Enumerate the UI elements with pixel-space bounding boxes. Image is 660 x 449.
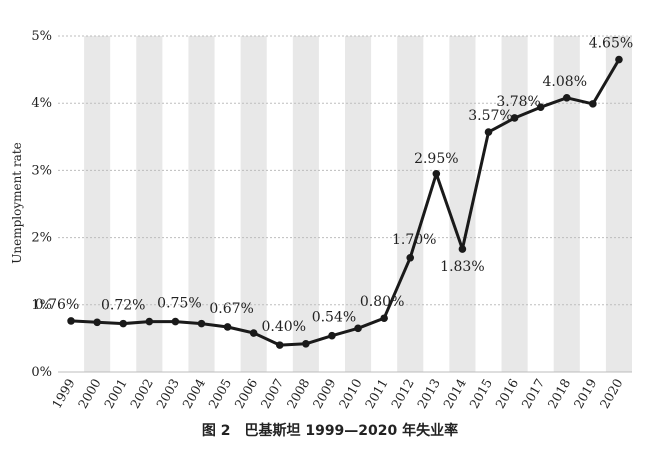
column-stripe bbox=[292, 36, 319, 372]
data-label: 1.70% bbox=[392, 232, 436, 248]
column-stripe bbox=[240, 36, 267, 372]
data-label: 3.57% bbox=[468, 108, 512, 124]
y-tick-label: 5% bbox=[31, 29, 52, 44]
column-stripe bbox=[501, 36, 528, 372]
data-label: 4.65% bbox=[589, 36, 633, 52]
data-label: 0.75% bbox=[157, 296, 201, 312]
column-stripes bbox=[84, 36, 632, 372]
data-label: 0.76% bbox=[35, 297, 79, 313]
column-stripe bbox=[397, 36, 424, 372]
y-axis-label: Unemployment rate bbox=[10, 142, 24, 264]
x-tick-label: 2001 bbox=[101, 376, 130, 411]
data-point bbox=[484, 128, 493, 136]
data-point bbox=[145, 317, 154, 326]
series-line bbox=[69, 58, 621, 347]
data-point bbox=[536, 103, 545, 112]
data-point bbox=[380, 314, 388, 323]
data-label: 4.08% bbox=[543, 74, 587, 90]
data-label: 3.78% bbox=[496, 94, 540, 110]
figure-caption: 图 2 巴基斯坦 1999—2020 年失业率 bbox=[201, 423, 459, 439]
data-label: 2.95% bbox=[414, 151, 458, 167]
x-tick-label: 2007 bbox=[257, 376, 286, 411]
x-tick-label: 2010 bbox=[336, 376, 365, 411]
x-tick-label: 2005 bbox=[205, 376, 234, 411]
data-point bbox=[354, 324, 362, 333]
x-tick-label: 2009 bbox=[310, 376, 339, 411]
data-point bbox=[197, 319, 206, 328]
column-stripe bbox=[553, 36, 580, 372]
data-label: 0.80% bbox=[360, 294, 404, 310]
y-tick-label: 4% bbox=[31, 96, 52, 111]
x-tick-label: 2000 bbox=[75, 376, 104, 411]
data-point bbox=[458, 245, 467, 253]
column-stripe bbox=[188, 36, 215, 372]
data-point bbox=[406, 253, 415, 262]
data-point bbox=[119, 319, 128, 328]
column-stripe bbox=[84, 36, 111, 372]
gridlines bbox=[58, 35, 632, 373]
y-tick-label: 2% bbox=[31, 231, 52, 246]
data-point bbox=[510, 114, 519, 122]
data-point bbox=[249, 329, 258, 337]
data-label: 0.72% bbox=[101, 298, 145, 314]
x-tick-label: 2015 bbox=[466, 376, 495, 411]
x-tick-label: 2002 bbox=[127, 376, 156, 411]
x-tick-label: 2004 bbox=[179, 376, 208, 411]
x-tick-label: 2016 bbox=[492, 376, 521, 411]
x-axis-ticks: 1999200020012002200320042005200620072008… bbox=[49, 376, 626, 411]
data-labels: 0.76% 0.72% 0.75% 0.67% 0.40% 0.54%0.80% 1.70%… bbox=[35, 36, 633, 336]
data-label: 0.40% bbox=[262, 319, 306, 335]
data-point bbox=[562, 94, 571, 102]
data-point bbox=[615, 55, 623, 64]
x-tick-label: 2006 bbox=[231, 376, 260, 411]
data-point bbox=[328, 331, 336, 340]
data-point bbox=[67, 317, 75, 325]
x-tick-label: 2014 bbox=[440, 376, 469, 411]
x-tick-label: 2017 bbox=[518, 376, 547, 411]
x-tick-label: 2019 bbox=[571, 376, 600, 411]
x-tick-label: 2008 bbox=[284, 376, 313, 411]
y-tick-label: 1% bbox=[31, 298, 52, 313]
x-tick-label: 1999 bbox=[49, 376, 78, 411]
x-tick-label: 2003 bbox=[153, 376, 182, 411]
column-stripe bbox=[345, 36, 372, 372]
y-tick-label: 3% bbox=[31, 163, 52, 178]
data-label: 1.83% bbox=[440, 259, 484, 275]
x-tick-label: 2011 bbox=[362, 376, 391, 411]
column-stripe bbox=[136, 36, 163, 372]
data-point bbox=[171, 317, 180, 326]
y-axis-ticks: 0% 1% 2% 3% 4% 5% bbox=[31, 29, 52, 380]
x-tick-label: 2013 bbox=[414, 376, 443, 411]
data-label: 0.67% bbox=[209, 301, 253, 317]
data-label: 0.54% bbox=[312, 310, 356, 326]
x-tick-label: 2012 bbox=[388, 376, 417, 411]
data-point bbox=[589, 100, 597, 108]
data-point bbox=[302, 339, 310, 348]
x-tick-label: 2020 bbox=[597, 376, 626, 411]
column-stripe bbox=[605, 36, 632, 372]
data-point bbox=[275, 341, 284, 349]
x-tick-label: 2018 bbox=[544, 376, 573, 411]
data-point bbox=[432, 169, 441, 178]
data-point bbox=[223, 323, 232, 331]
y-tick-label: 0% bbox=[31, 365, 52, 380]
data-point bbox=[93, 318, 101, 327]
series-group bbox=[67, 55, 623, 349]
